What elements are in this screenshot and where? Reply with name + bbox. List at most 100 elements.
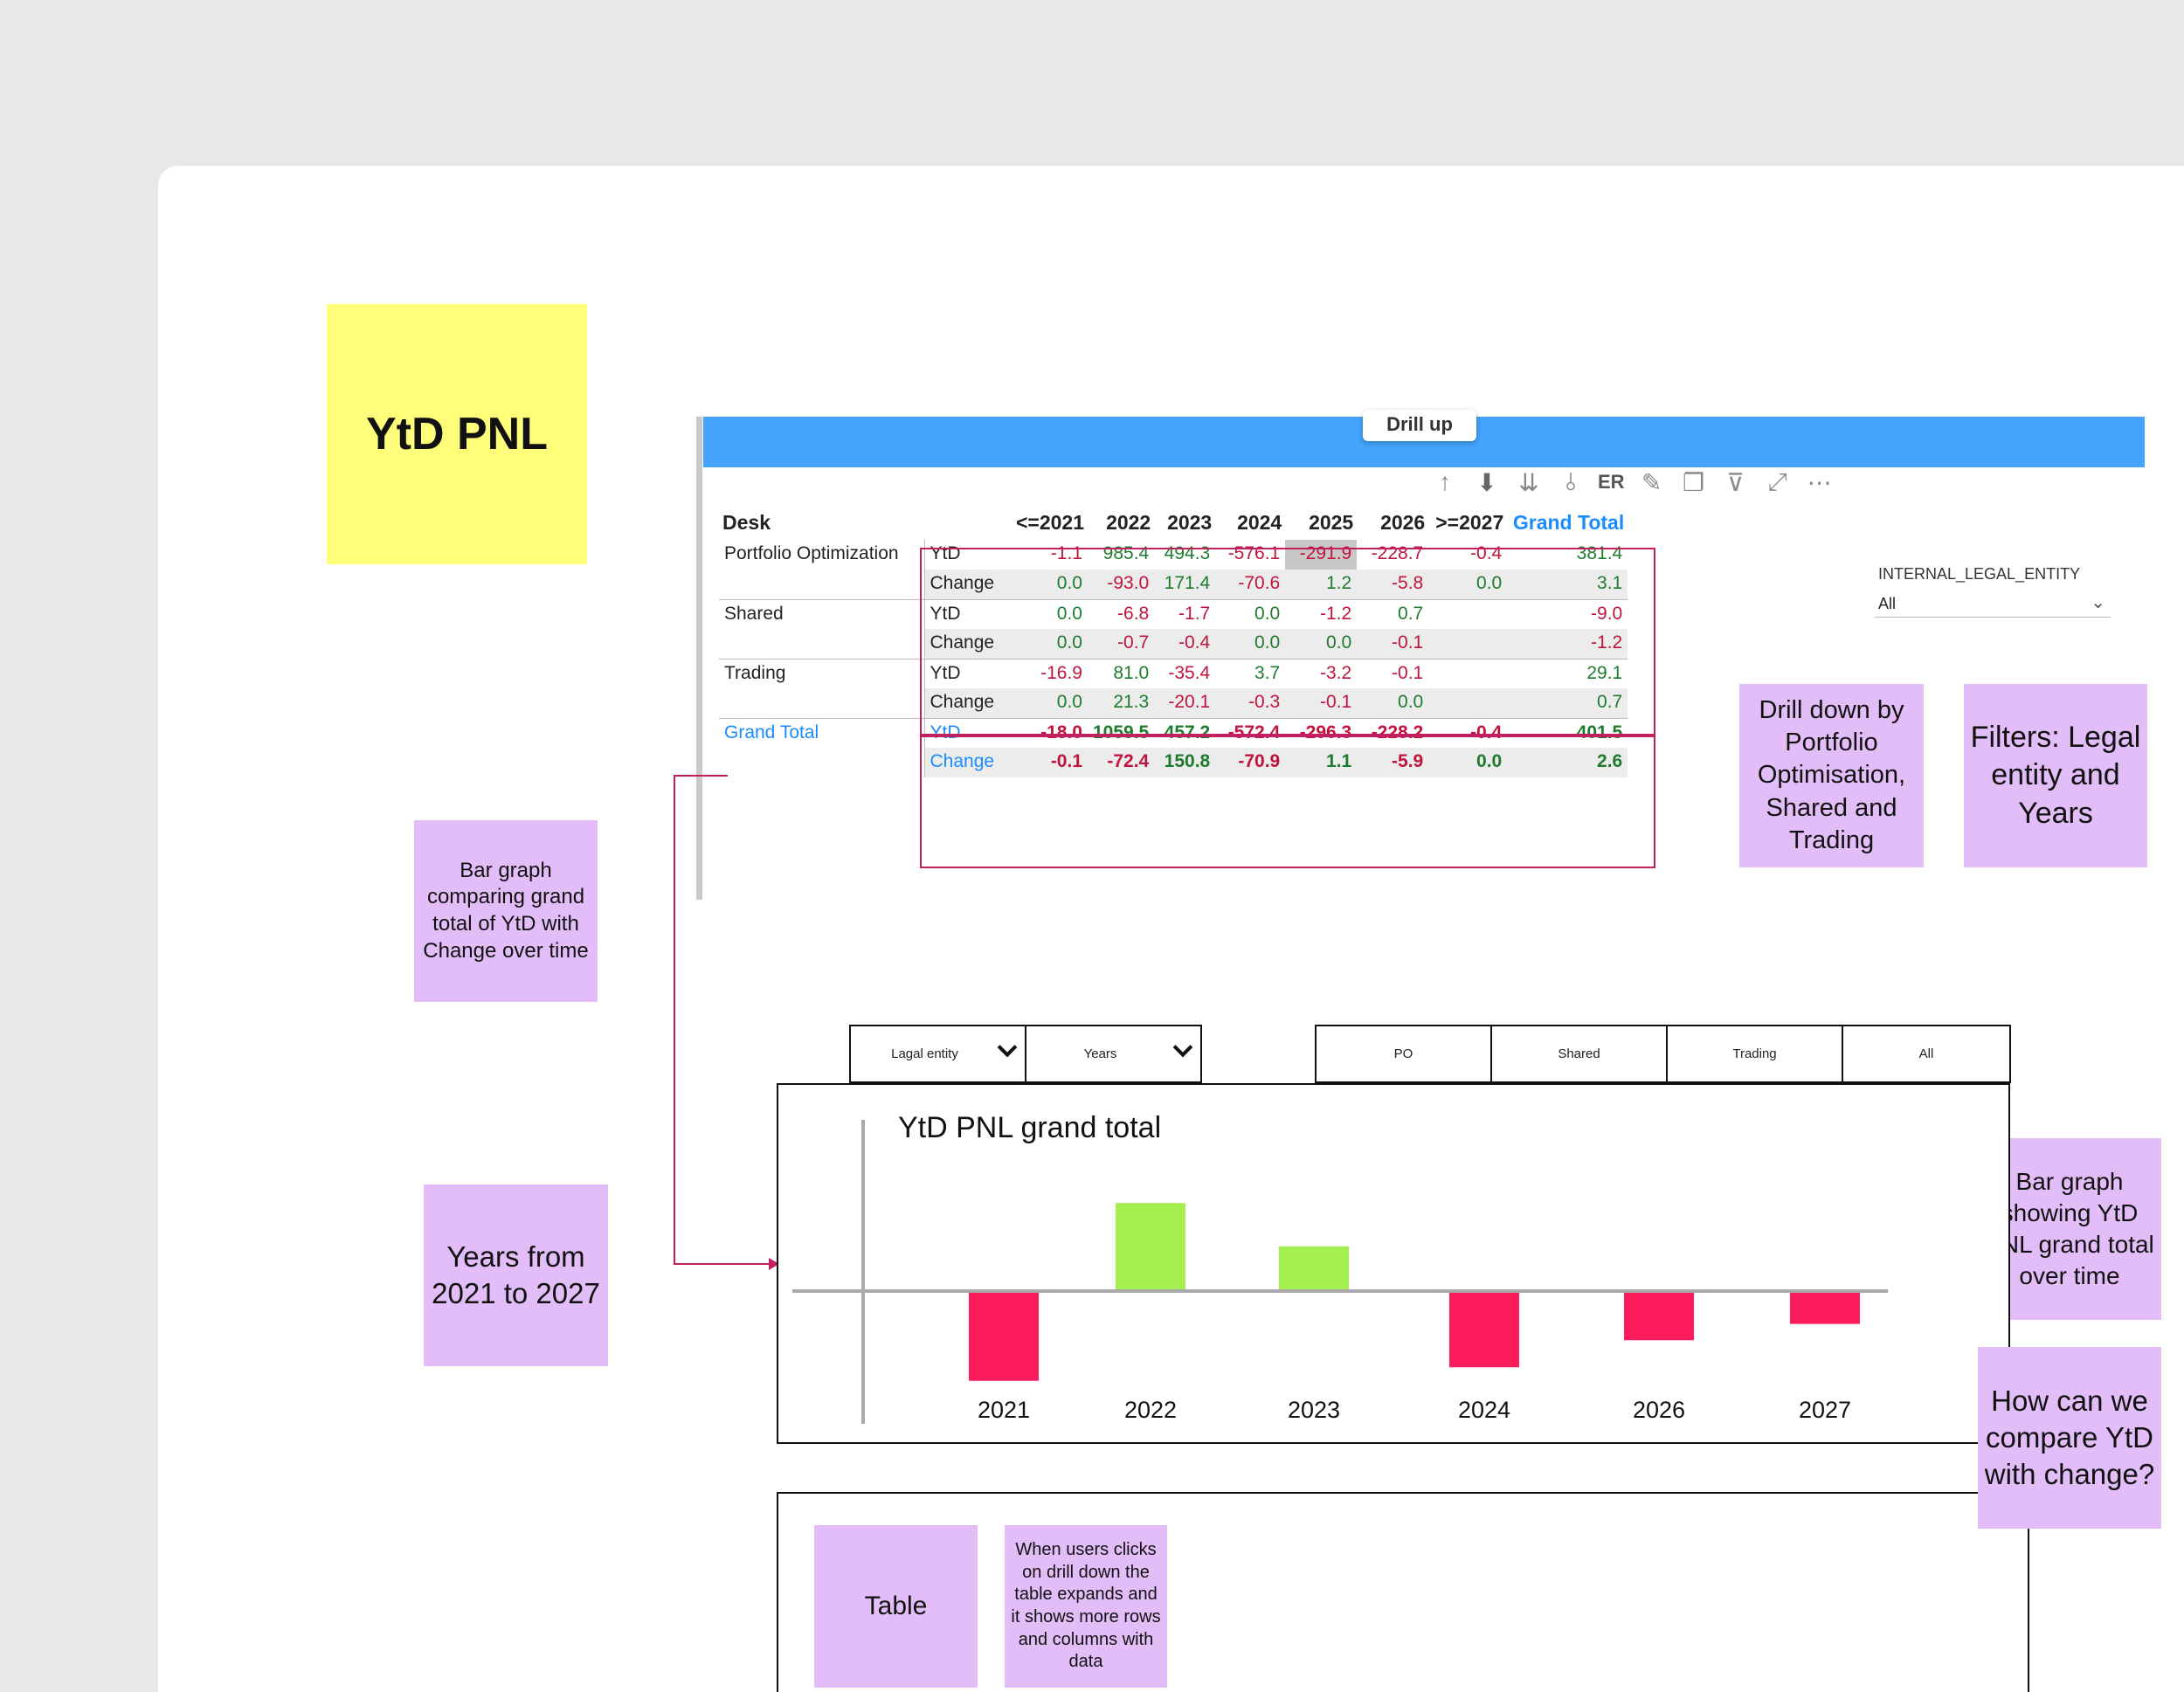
year-header[interactable]: 2025 bbox=[1309, 511, 1354, 534]
sticky-question[interactable]: How can we compare YtD with change? bbox=[1978, 1347, 2161, 1529]
pnl-matrix-table: Desk <=2021 2022 2023 2024 2025 2026 >=2… bbox=[719, 506, 1628, 777]
value-cell: 0.7 bbox=[1398, 603, 1424, 624]
grand-total-cell: 0.7 bbox=[1507, 688, 1628, 719]
desk-cell: Portfolio Optimization bbox=[724, 543, 899, 563]
value-cell: -0.1 bbox=[1357, 629, 1429, 660]
sticky-drill-down[interactable]: Drill down by Portfolio Optimisation, Sh… bbox=[1739, 684, 1924, 867]
year-header[interactable]: 2024 bbox=[1237, 511, 1282, 534]
ytd-bar-chart: 2021 2022 2023 2024 2026 2027 bbox=[792, 1120, 1888, 1424]
connector-line bbox=[674, 775, 728, 777]
measure-cell: Change bbox=[923, 629, 1005, 660]
trading-button[interactable]: Trading bbox=[1666, 1025, 1843, 1083]
value-cell: -70.9 bbox=[1215, 748, 1286, 777]
year-header[interactable]: 2023 bbox=[1167, 511, 1213, 534]
desk-cell bbox=[719, 748, 924, 777]
year-header[interactable]: 2022 bbox=[1106, 511, 1151, 534]
measure-cell: YtD bbox=[923, 659, 1005, 688]
value-cell: 0.0 bbox=[1428, 570, 1508, 600]
more-options-icon[interactable]: ⋯ bbox=[1807, 468, 1832, 496]
grand-total-cell: -9.0 bbox=[1591, 603, 1623, 624]
value-cell: 21.3 bbox=[1088, 688, 1155, 719]
value-cell: -35.4 bbox=[1168, 662, 1211, 683]
po-button[interactable]: PO bbox=[1315, 1025, 1492, 1083]
sticky-table[interactable]: Table bbox=[814, 1525, 978, 1688]
expand-hierarchy-icon[interactable]: ⫰ bbox=[1565, 467, 1577, 495]
grand-total-header[interactable]: Grand Total bbox=[1512, 511, 1625, 534]
value-cell: 0.0 bbox=[1005, 570, 1088, 600]
value-cell: 0.0 bbox=[1056, 603, 1082, 624]
value-cell: -16.9 bbox=[1040, 662, 1082, 683]
filter-value: All bbox=[1878, 595, 1897, 612]
grand-total-cell: 29.1 bbox=[1586, 662, 1623, 683]
focus-mode-icon[interactable]: ⤢ bbox=[1767, 467, 1787, 495]
value-cell bbox=[1428, 629, 1508, 660]
chart-frame bbox=[777, 1083, 2010, 1444]
value-cell: 0.0 bbox=[1005, 629, 1088, 660]
value-cell: 0.0 bbox=[1254, 603, 1281, 624]
sticky-table-note[interactable]: When users clicks on drill down the tabl… bbox=[1005, 1525, 1167, 1688]
bar-2022[interactable] bbox=[1116, 1203, 1185, 1291]
bar-2024[interactable] bbox=[1449, 1293, 1519, 1368]
year-header[interactable]: >=2027 bbox=[1435, 511, 1504, 534]
desk-header[interactable]: Desk bbox=[722, 511, 771, 534]
sticky-bar-graph-compare[interactable]: Bar graph comparing grand total of YtD w… bbox=[414, 820, 598, 1002]
sticky-years-range[interactable]: Years from 2021 to 2027 bbox=[424, 1184, 608, 1366]
table-row[interactable]: Trading YtD -16.9 81.0 -35.4 3.7 -3.2 -0.1 29.1 bbox=[719, 659, 1628, 688]
measure-cell: Change bbox=[923, 748, 1005, 777]
value-cell bbox=[1428, 688, 1508, 719]
x-tick-label: 2024 bbox=[1458, 1397, 1510, 1423]
legal-entity-filter-label: INTERNAL_LEGAL_ENTITY bbox=[1878, 565, 2081, 583]
year-header[interactable]: 2026 bbox=[1380, 511, 1426, 534]
x-tick-label: 2022 bbox=[1124, 1397, 1177, 1423]
highlight-drilldown-box bbox=[920, 548, 1655, 736]
arrow-up-icon[interactable]: ↑ bbox=[1439, 468, 1451, 495]
bar-2021[interactable] bbox=[969, 1293, 1039, 1381]
x-tick-label: 2026 bbox=[1633, 1397, 1685, 1423]
value-cell: -72.4 bbox=[1088, 748, 1155, 777]
value-cell: -0.1 bbox=[1285, 688, 1358, 719]
desk-cell: Grand Total bbox=[724, 722, 819, 742]
sticky-filters[interactable]: Filters: Legal entity and Years bbox=[1964, 684, 2147, 867]
toolbar-text: ER bbox=[1598, 471, 1625, 493]
visual-toolbar: ↑ ⬇ ⇊ ⫰ ER ✎ ❐ ⊽ ⤢ ⋯ bbox=[1430, 466, 1835, 499]
pin-icon[interactable]: ✎ bbox=[1641, 468, 1662, 496]
measure-header bbox=[924, 506, 1005, 540]
legal-entity-filter-select[interactable]: All ⌄ bbox=[1875, 588, 2111, 618]
matrix-header-row: Desk <=2021 2022 2023 2024 2025 2026 >=2… bbox=[719, 506, 1628, 540]
year-header[interactable]: <=2021 bbox=[1015, 511, 1084, 534]
shared-button[interactable]: Shared bbox=[1490, 1025, 1668, 1083]
value-cell: 1.1 bbox=[1285, 748, 1358, 777]
drill-down-circle-icon[interactable]: ⬇ bbox=[1476, 468, 1497, 496]
table-row[interactable]: Change 0.0 -93.0 171.4 -70.6 1.2 -5.8 0.0 3.1 bbox=[719, 570, 1628, 600]
table-wireframe bbox=[777, 1492, 2029, 1692]
title-sticky[interactable]: YtD PNL bbox=[327, 304, 587, 564]
bar-2023[interactable] bbox=[1279, 1246, 1349, 1291]
value-cell: 3.7 bbox=[1254, 662, 1281, 683]
table-row[interactable]: Change -0.1 -72.4 150.8 -70.9 1.1 -5.9 0.0 2.6 bbox=[719, 748, 1628, 777]
value-cell: -1.2 bbox=[1320, 603, 1352, 624]
table-row[interactable]: Shared YtD 0.0 -6.8 -1.7 0.0 -1.2 0.7 -9.0 bbox=[719, 599, 1628, 629]
expand-all-icon[interactable]: ⇊ bbox=[1518, 468, 1539, 496]
bar-2026[interactable] bbox=[1624, 1293, 1694, 1341]
value-cell: -0.4 bbox=[1154, 629, 1216, 660]
measure-cell: Change bbox=[923, 570, 1005, 600]
value-cell: -0.1 bbox=[1392, 662, 1424, 683]
highlight-grand-total-box bbox=[920, 736, 1655, 868]
legal-entity-dropdown[interactable]: Lagal entity bbox=[849, 1025, 1026, 1083]
table-row[interactable]: Change 0.0 -0.7 -0.4 0.0 0.0 -0.1 -1.2 bbox=[719, 629, 1628, 660]
screenshot-edge bbox=[696, 417, 702, 900]
connector-line bbox=[674, 1263, 771, 1265]
years-dropdown[interactable]: Years bbox=[1025, 1025, 1202, 1083]
desk-cell: Shared bbox=[724, 603, 784, 624]
copy-icon[interactable]: ❐ bbox=[1683, 468, 1705, 496]
value-cell: -20.1 bbox=[1154, 688, 1216, 719]
filter-icon[interactable]: ⊽ bbox=[1726, 468, 1745, 496]
value-cell: -0.7 bbox=[1088, 629, 1155, 660]
bar-2027[interactable] bbox=[1790, 1293, 1860, 1324]
value-cell: -5.9 bbox=[1357, 748, 1429, 777]
table-row[interactable]: Change 0.0 21.3 -20.1 -0.3 -0.1 0.0 0.7 bbox=[719, 688, 1628, 719]
value-cell: -0.3 bbox=[1215, 688, 1286, 719]
all-button[interactable]: All bbox=[1842, 1025, 2011, 1083]
chevron-down-icon bbox=[1172, 1037, 1193, 1058]
value-cell: 0.0 bbox=[1428, 748, 1508, 777]
